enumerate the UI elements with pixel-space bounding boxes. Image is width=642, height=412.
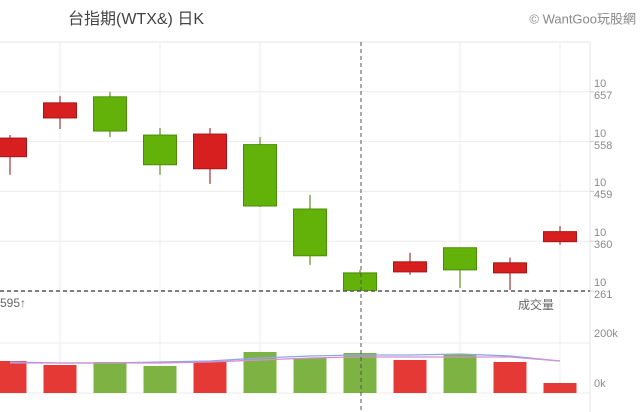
volume-bar: [0, 361, 27, 393]
volume-marker: 595↑: [0, 296, 26, 310]
candle-body: [343, 272, 377, 291]
y-tick-label: 10 360: [594, 227, 613, 252]
candles: [0, 91, 577, 291]
volume-bar: [43, 365, 77, 393]
candle-body: [393, 261, 427, 273]
volume-label: 成交量: [518, 297, 554, 312]
volume-bar: [493, 362, 527, 393]
y-tick-label: 10 657: [594, 77, 613, 102]
y-tick-label: 10 558: [594, 127, 613, 152]
y-tick-label: 10 459: [594, 177, 613, 202]
volume-bar: [293, 358, 327, 393]
candle-body: [93, 96, 127, 132]
chart-title: 台指期(WTX&) 日K: [68, 10, 204, 28]
volume-ma: [10, 356, 561, 364]
candle-body: [43, 102, 77, 119]
volume-bar: [343, 353, 377, 393]
volume-bar: [443, 354, 477, 393]
volume-bar: [193, 361, 227, 393]
y2-tick-label: 0k: [594, 378, 606, 390]
credit: © WantGoo玩股網: [529, 11, 636, 26]
candle-body: [143, 134, 177, 166]
volume-bar: [143, 366, 177, 393]
candle-body: [0, 137, 27, 158]
candle-body: [293, 208, 327, 257]
volume-bar: [543, 383, 577, 393]
y2-tick-label: 200k: [594, 328, 618, 340]
candle-body: [543, 231, 577, 243]
y-tick-label: 10 261: [594, 277, 613, 301]
volume-bar: [93, 362, 127, 393]
candle-body: [493, 262, 527, 274]
candle-body: [243, 144, 277, 207]
candle-body: [443, 247, 477, 271]
volume-bar: [393, 360, 427, 393]
candle-body: [193, 133, 227, 170]
